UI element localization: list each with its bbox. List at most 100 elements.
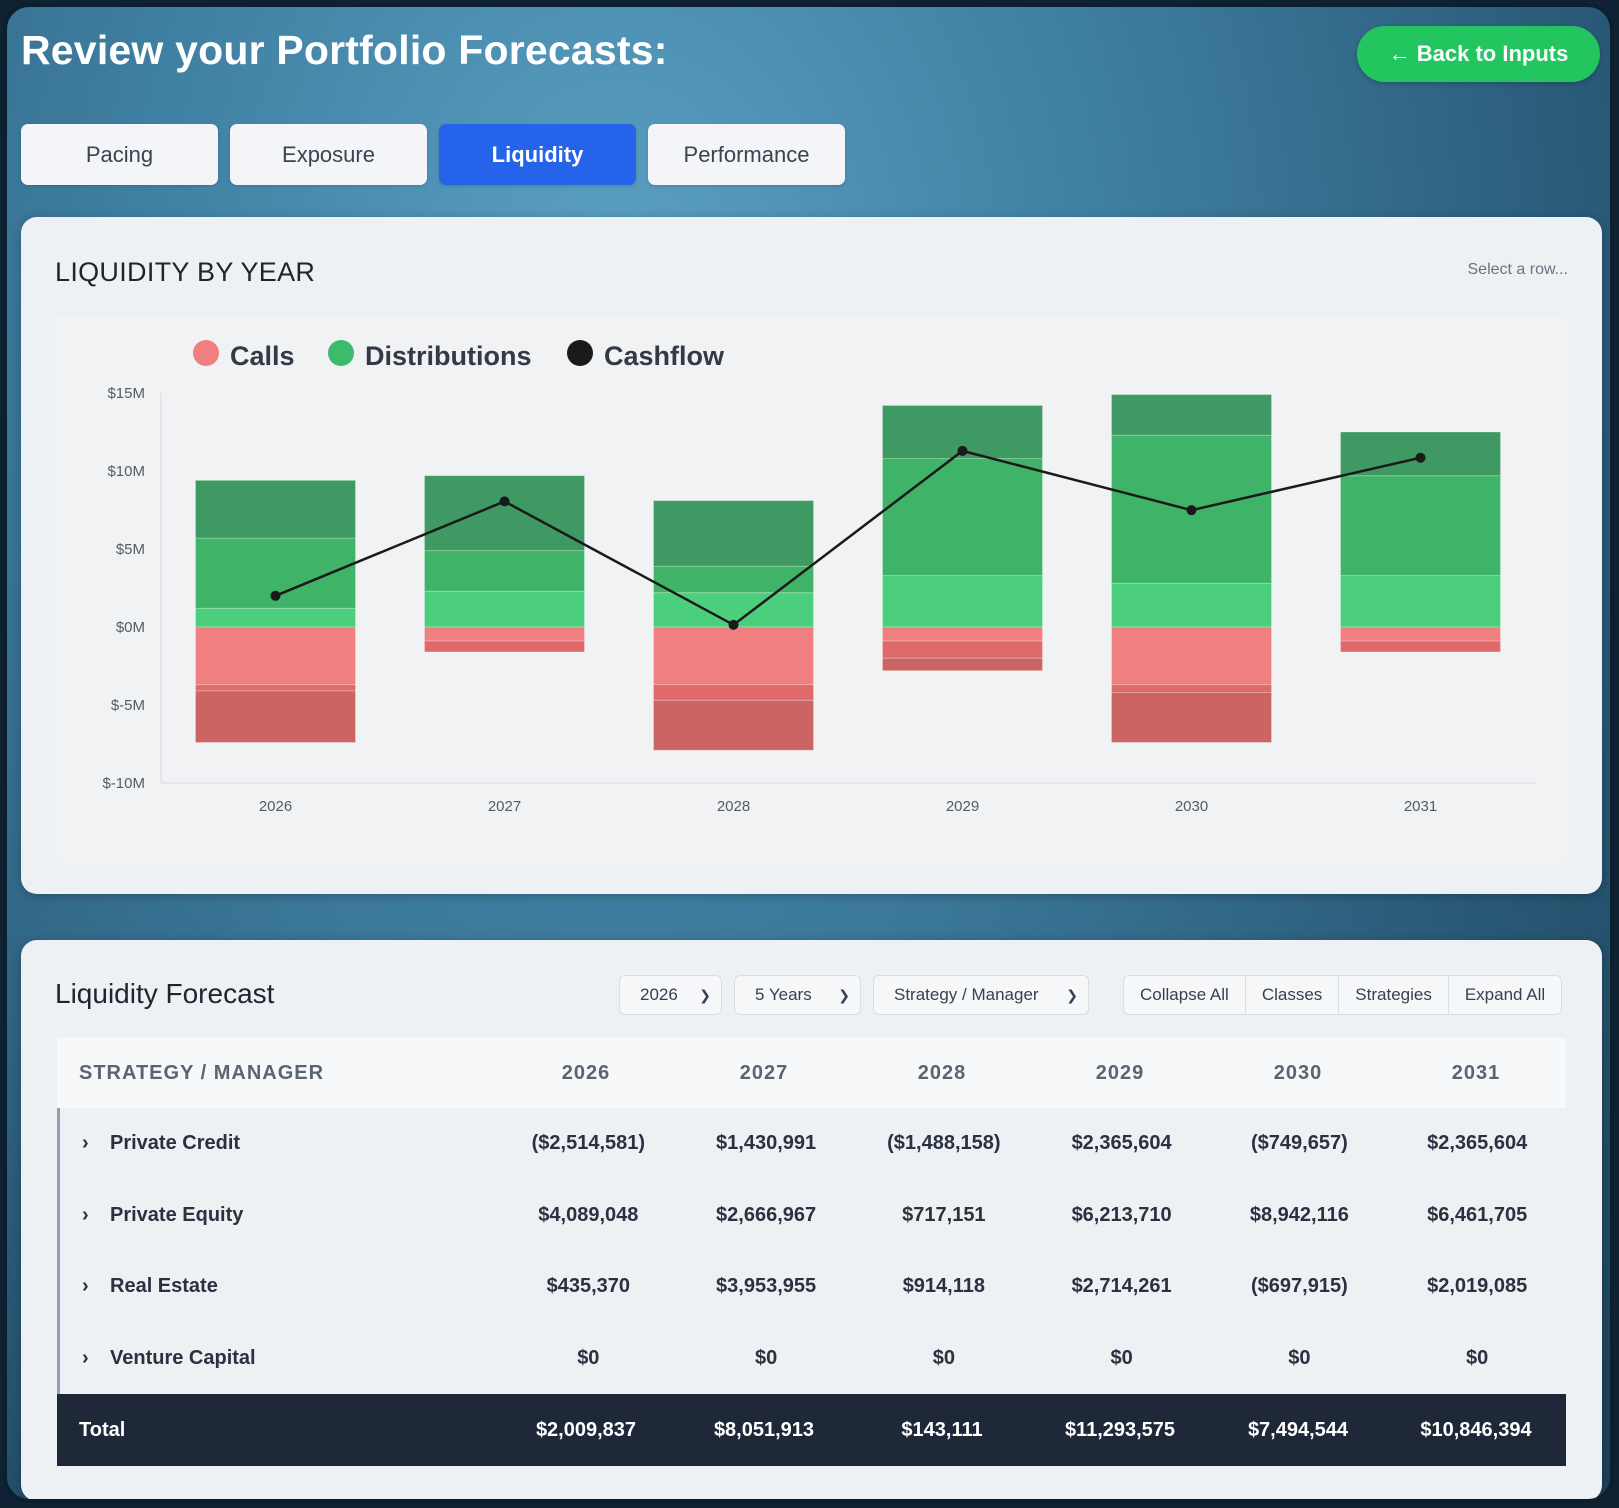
table-cell: $717,151 xyxy=(902,1203,986,1226)
expand-all-button[interactable]: Expand All xyxy=(1464,985,1546,1004)
call-bar-segment xyxy=(653,699,814,751)
y-tick-label: $0M xyxy=(116,619,145,636)
table-row-real-estate[interactable]: › Real Estate $435,370 $3,953,955 $914,1… xyxy=(57,1251,1566,1323)
column-header-year[interactable]: 2027 xyxy=(739,1061,789,1084)
distribution-bar-segment xyxy=(1111,394,1272,436)
table-cell: $2,365,604 xyxy=(1071,1132,1172,1155)
tab-pacing[interactable]: Pacing xyxy=(21,124,218,185)
column-header-year[interactable]: 2029 xyxy=(1095,1061,1145,1084)
distribution-bar-segment xyxy=(1111,582,1272,628)
chevron-right-icon[interactable]: › xyxy=(82,1346,89,1369)
chart-area: $15M $10M $5M $0M $-5M $-10M 2026 2027 2028 2029 2… xyxy=(55,316,1568,863)
call-bar-segment xyxy=(1111,626,1272,686)
liquidity-forecast-card: Liquidity Forecast 2026 ❯ 5 Years ❯ Stra… xyxy=(21,940,1602,1499)
distribution-bar-segment xyxy=(195,479,356,539)
year-select[interactable]: 2026 ❯ xyxy=(619,975,722,1015)
table-cell: $0 xyxy=(1110,1346,1133,1369)
table-cell: ($1,488,158) xyxy=(887,1132,1001,1155)
collapse-all-button[interactable]: Collapse All xyxy=(1124,976,1246,1014)
column-header-year[interactable]: 2026 xyxy=(561,1061,611,1084)
range-select[interactable]: 5 Years ❯ xyxy=(734,975,861,1015)
total-cell: $7,494,544 xyxy=(1247,1418,1349,1441)
classes-button[interactable]: Classes xyxy=(1246,976,1340,1014)
back-to-inputs-button[interactable]: ← Back to Inputs xyxy=(1357,26,1600,82)
y-tick-label: $-10M xyxy=(102,775,145,792)
chevron-right-icon[interactable]: › xyxy=(82,1203,89,1226)
call-bar-segment xyxy=(653,626,814,686)
table-cell: $0 xyxy=(1466,1346,1489,1369)
table-cell: $0 xyxy=(932,1346,955,1369)
total-cell: $8,051,913 xyxy=(713,1418,815,1441)
row-label: Real Estate xyxy=(110,1275,218,1298)
cashflow-line xyxy=(275,449,1421,627)
tab-performance[interactable]: Performance xyxy=(648,124,845,185)
table-row-venture-capital[interactable]: › Venture Capital $0 $0 $0 $0 $0 $0 xyxy=(57,1322,1566,1394)
table-cell: $6,213,710 xyxy=(1071,1203,1172,1226)
cashflow-point xyxy=(499,496,510,507)
group-select[interactable]: Strategy / Manager ❯ xyxy=(873,975,1089,1015)
column-header-year[interactable]: 2028 xyxy=(917,1061,967,1084)
y-tick-label: $10M xyxy=(107,463,145,480)
distribution-bar-segment xyxy=(424,590,585,628)
row-label: Venture Capital xyxy=(110,1346,256,1369)
legend-label: Cashflow xyxy=(604,341,725,371)
call-bar-segment xyxy=(1340,626,1501,642)
cashflow-point xyxy=(270,590,281,601)
total-cell: $11,293,575 xyxy=(1064,1418,1176,1441)
distribution-bar-segment xyxy=(1340,475,1501,577)
y-tick-label: $5M xyxy=(116,541,145,558)
table-cell: $2,714,261 xyxy=(1071,1275,1172,1298)
total-cell: $143,111 xyxy=(901,1418,983,1441)
tab-exposure[interactable]: Exposure xyxy=(230,124,427,185)
x-tick-label: 2027 xyxy=(488,798,521,815)
x-tick-label: 2028 xyxy=(717,798,750,815)
distribution-bar-segment xyxy=(653,565,814,594)
call-bar-segment xyxy=(882,640,1043,659)
range-select-value: 5 Years xyxy=(755,985,812,1004)
y-tick-label: $15M xyxy=(107,385,145,402)
distribution-bar-segment xyxy=(195,607,356,628)
table-cell: $435,370 xyxy=(546,1275,631,1298)
chevron-right-icon[interactable]: › xyxy=(82,1132,89,1155)
forecast-tabs: Pacing Exposure Liquidity Performance xyxy=(21,124,845,185)
distribution-bar-segment xyxy=(1340,575,1501,628)
call-bar-segment xyxy=(195,690,356,743)
legend-marker xyxy=(193,340,219,366)
cashflow-point xyxy=(1186,505,1197,516)
chart-title: LIQUIDITY BY YEAR xyxy=(55,257,316,287)
call-bar-segment xyxy=(195,626,356,686)
y-tick-label: $-5M xyxy=(111,697,145,714)
table-title: Liquidity Forecast xyxy=(55,978,275,1009)
tab-liquidity[interactable]: Liquidity xyxy=(439,124,636,185)
x-tick-label: 2030 xyxy=(1175,798,1208,815)
table-row-private-equity[interactable]: › Private Equity $4,089,048 $2,666,967 $… xyxy=(57,1179,1566,1251)
distribution-bar-segment xyxy=(882,575,1043,628)
table-cell: $2,019,085 xyxy=(1427,1275,1528,1298)
distribution-bar-segment xyxy=(653,500,814,567)
call-bar-segment xyxy=(1111,692,1272,743)
table-cell: ($697,915) xyxy=(1251,1275,1348,1298)
row-label: Private Equity xyxy=(110,1203,244,1226)
legend-marker xyxy=(567,340,593,366)
chevron-right-icon[interactable]: › xyxy=(82,1275,89,1298)
call-bar-segment xyxy=(195,684,356,692)
total-label: Total xyxy=(79,1418,126,1441)
table-header: STRATEGY / MANAGER 2026 2027 2028 2029 2… xyxy=(57,1038,1566,1108)
strategies-button[interactable]: Strategies xyxy=(1339,976,1449,1014)
legend-label: Distributions xyxy=(365,341,532,371)
year-select-value: 2026 xyxy=(640,985,678,1004)
table-cell: $6,461,705 xyxy=(1427,1203,1528,1226)
row-label: Private Credit xyxy=(110,1132,241,1155)
liquidity-chart-card: LIQUIDITY BY YEAR Select a row... $15M $1… xyxy=(21,217,1602,894)
table-cell: $3,953,955 xyxy=(716,1275,817,1298)
call-bar-segment xyxy=(1340,640,1501,653)
table-cell: ($749,657) xyxy=(1251,1132,1348,1155)
table-row-private-credit[interactable]: › Private Credit ($2,514,581) $1,430,991… xyxy=(57,1108,1566,1180)
column-header-strategy[interactable]: STRATEGY / MANAGER xyxy=(79,1061,325,1084)
table-cell: $8,942,116 xyxy=(1249,1203,1349,1226)
x-tick-label: 2031 xyxy=(1404,798,1437,815)
column-header-year[interactable]: 2030 xyxy=(1273,1061,1323,1084)
table-total-row: Total $2,009,837 $8,051,913 $143,111 $11… xyxy=(57,1394,1566,1466)
column-header-year[interactable]: 2031 xyxy=(1451,1061,1501,1084)
legend-marker xyxy=(328,340,354,366)
